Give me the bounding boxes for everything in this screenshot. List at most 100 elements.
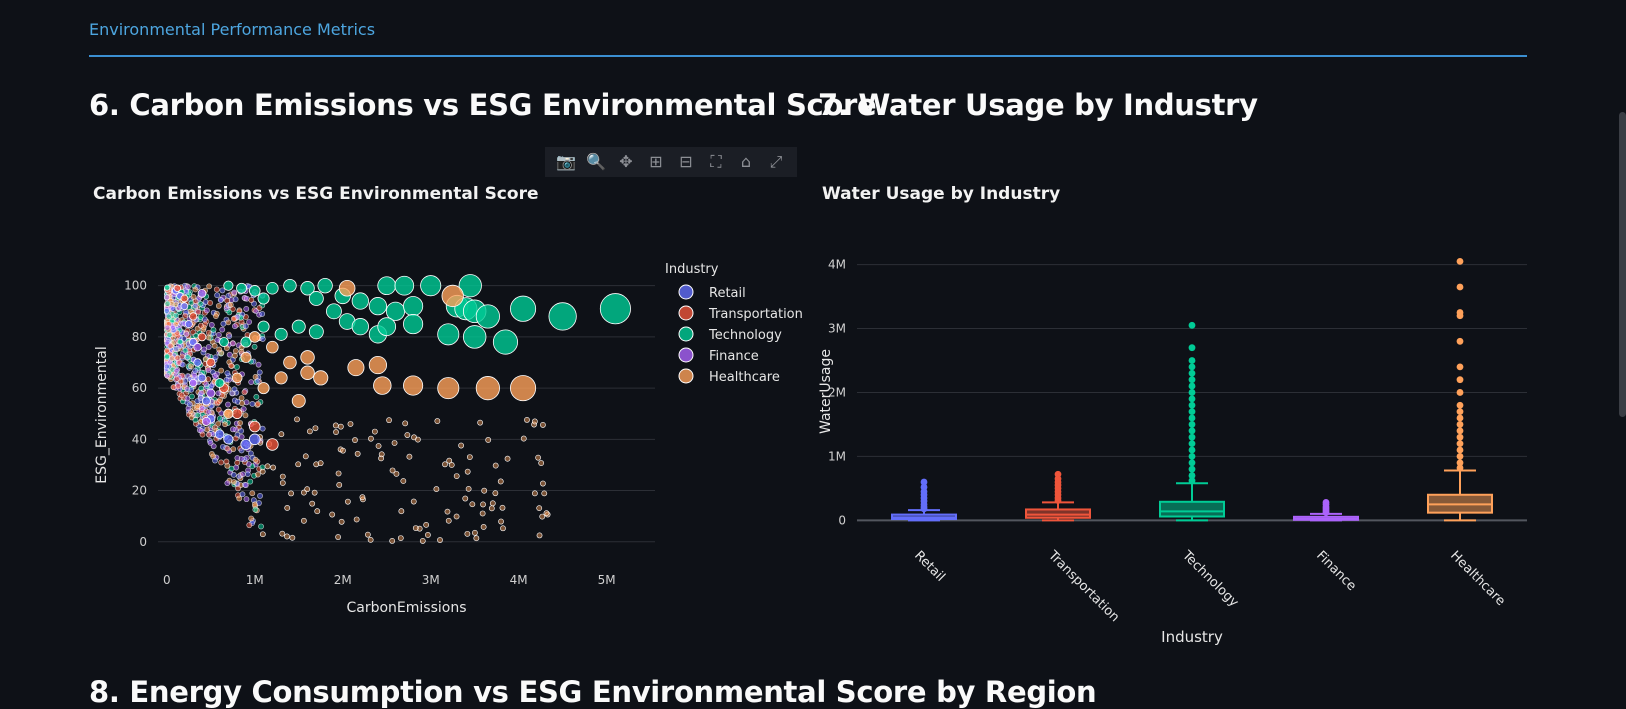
- box-iqr: [1159, 500, 1225, 518]
- plot-modebar: 📷 🔍 ✥ ⊞ ⊟ ⛶ ⌂ ⤢: [545, 147, 797, 177]
- scatter-y-tick-label: 60: [132, 381, 147, 395]
- scatter-point-healthcare: [266, 340, 279, 354]
- scatter-point-healthcare: [283, 355, 297, 370]
- box-x-tick-label: Technology: [1178, 548, 1241, 611]
- scatter-point: [481, 487, 488, 494]
- camera-icon[interactable]: 📷: [556, 152, 576, 171]
- pan-icon[interactable]: ✥: [619, 152, 633, 171]
- scatter-point: [243, 496, 250, 503]
- scatter-y-tick-label: 80: [132, 330, 147, 344]
- scatter-point: [222, 421, 228, 428]
- scatter-y-tick-label: 100: [124, 279, 147, 293]
- page-scrollbar[interactable]: [1619, 112, 1626, 417]
- scatter-point: [259, 311, 266, 317]
- scatter-point: [170, 384, 177, 391]
- scatter-point: [178, 392, 185, 399]
- box-y-tick-label: 2M: [828, 385, 846, 399]
- scatter-point: [247, 478, 254, 485]
- scatter-point: [329, 511, 336, 518]
- scatter-point: [166, 331, 173, 338]
- zoom-out-icon[interactable]: ⊟: [679, 152, 693, 171]
- scatter-point: [218, 459, 225, 466]
- scatter-point: [535, 454, 542, 461]
- scatter-point: [230, 446, 237, 453]
- scatter-point: [216, 346, 223, 353]
- zoom-icon[interactable]: 🔍: [586, 152, 606, 171]
- scatter-point: [251, 501, 258, 508]
- section-divider: [89, 55, 1527, 57]
- scatter-point: [205, 409, 212, 416]
- scatter-point-technology: [510, 295, 537, 322]
- box-outlier-point: [1456, 414, 1464, 422]
- box-technology: [1159, 321, 1225, 522]
- scatter-point: [238, 447, 245, 454]
- box-section-heading: 7. Water Usage by Industry: [818, 88, 1258, 122]
- scatter-point: [531, 418, 538, 425]
- scatter-point: [389, 538, 396, 544]
- box-outlier-point: [1456, 401, 1464, 409]
- scatter-point: [311, 489, 318, 496]
- scatter-point-technology: [283, 278, 297, 293]
- scatter-point: [536, 505, 543, 512]
- scatter-point: [230, 315, 237, 322]
- scatter-x-axis-label: CarbonEmissions: [346, 600, 466, 616]
- box-outlier-point: [1456, 389, 1464, 396]
- fullscreen-icon[interactable]: ⤢: [769, 152, 783, 171]
- scatter-point: [232, 435, 239, 442]
- scatter-point: [477, 419, 484, 426]
- scatter-point: [391, 440, 398, 446]
- scatter-point: [242, 323, 249, 330]
- scatter-point: [492, 462, 499, 469]
- scatter-point: [300, 517, 307, 524]
- scatter-point: [242, 412, 249, 419]
- scatter-chart[interactable]: 0 20 40 60 80 100 0 1M 2M 3M 4M 5M CarbonEmissions ES…: [0, 0, 830, 660]
- scatter-point-technology: [274, 327, 288, 341]
- scatter-point: [197, 300, 204, 307]
- scatter-point: [335, 470, 342, 477]
- box-chart[interactable]: 0 1M 2M 3M 4M WaterUsage Industry Retail Transpo…: [800, 0, 1560, 660]
- zoom-in-icon[interactable]: ⊞: [649, 152, 663, 171]
- scatter-point: [228, 362, 234, 369]
- box-outlier-point: [1456, 363, 1464, 371]
- box-y-tick-label: 3M: [828, 322, 846, 336]
- scatter-point: [163, 294, 170, 301]
- scatter-point: [239, 491, 246, 498]
- scatter-point-transportation: [173, 284, 182, 292]
- scatter-point: [255, 400, 261, 407]
- scatter-point-transportation: [197, 332, 207, 342]
- scatter-point: [164, 353, 171, 360]
- scatter-point-transportation: [248, 420, 261, 433]
- box-outlier-point: [1456, 283, 1464, 291]
- box-x-tick-label: Retail: [911, 548, 948, 585]
- scatter-point: [257, 492, 263, 499]
- scatter-point-technology: [462, 325, 487, 349]
- scatter-point: [226, 309, 233, 316]
- scatter-point: [360, 496, 366, 503]
- scatter-point: [225, 319, 232, 326]
- scatter-point: [434, 418, 441, 424]
- home-icon[interactable]: ⌂: [740, 152, 752, 171]
- scatter-point: [237, 420, 244, 426]
- scatter-point: [264, 463, 271, 470]
- box-x-tick-label: Finance: [1313, 548, 1359, 594]
- scatter-point: [181, 335, 188, 342]
- scatter-point-technology: [599, 293, 631, 325]
- scatter-point: [453, 513, 460, 520]
- scatter-point: [174, 375, 180, 382]
- box-outlier-point: [1188, 446, 1196, 454]
- scatter-x-tick-label: 3M: [422, 573, 440, 587]
- box-x-tick-label: Transportation: [1044, 548, 1122, 626]
- scatter-point: [386, 417, 392, 424]
- scatter-point: [192, 367, 199, 374]
- autoscale-icon[interactable]: ⛶: [710, 152, 722, 171]
- scatter-point-technology: [257, 320, 270, 333]
- scatter-point: [224, 445, 231, 452]
- scatter-point: [402, 420, 409, 427]
- box-outlier-point: [1188, 321, 1196, 329]
- scatter-point: [520, 435, 527, 442]
- box-outlier-point: [1188, 477, 1196, 485]
- scatter-point: [215, 303, 222, 309]
- scatter-legend-label: Technology: [708, 328, 782, 343]
- scatter-point: [228, 465, 235, 472]
- box-outlier-point: [1456, 257, 1464, 265]
